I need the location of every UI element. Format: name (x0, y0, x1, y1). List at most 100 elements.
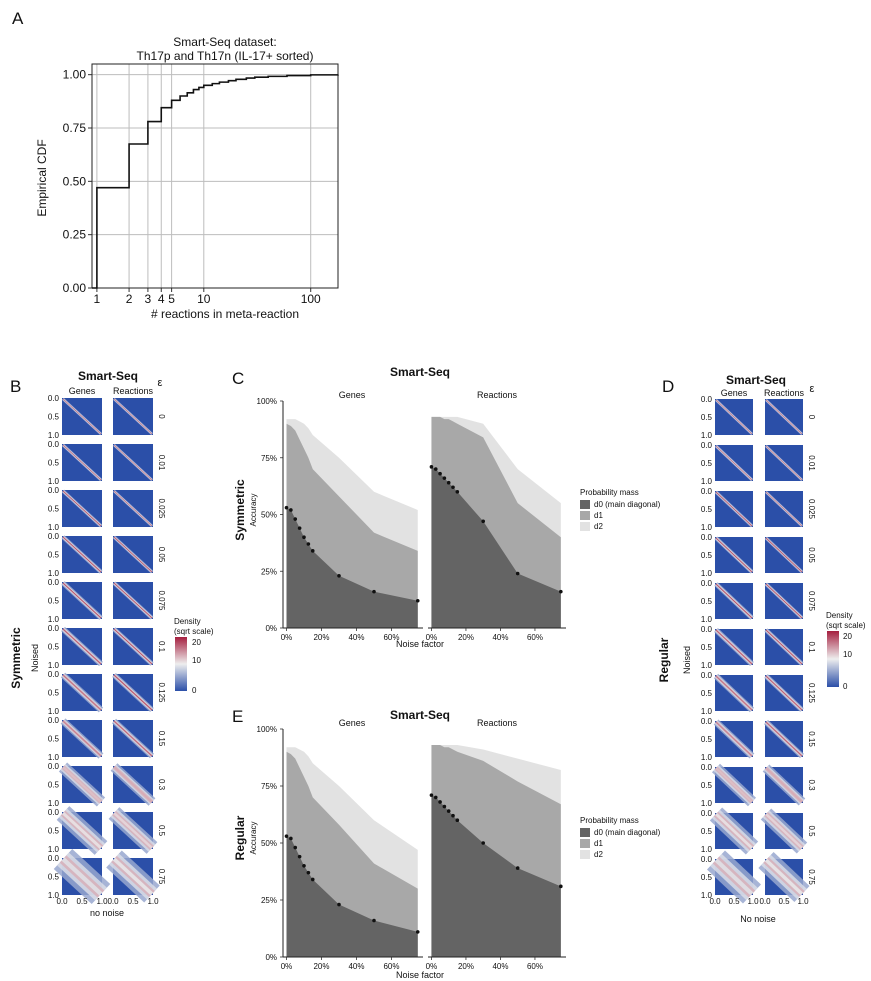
panel-a-y-tick-label: 0.75 (63, 121, 87, 135)
accuracy-point-d0 (289, 836, 293, 841)
heatmap-diagonal-band (765, 583, 803, 619)
panel-b-col-genes: Genes (69, 386, 96, 396)
legend-density-b-tick-0: 0 (192, 686, 197, 695)
legend-prob-e-label-d1: d1 (594, 839, 603, 848)
heatmap-tile-reactions (112, 627, 154, 666)
heatmap-row (714, 627, 804, 667)
panel-e-row-label: Regular (233, 815, 247, 860)
heatmap-tile-genes (61, 443, 103, 482)
heatmap-diagonal-band (765, 399, 803, 435)
accuracy-point-d0 (481, 841, 486, 845)
heatmap-epsilon-label: 0.025 (157, 498, 166, 519)
accuracy-x-tick-label: 20% (313, 962, 329, 971)
heatmap-y-tick-label: 0.0 (48, 716, 60, 725)
heatmap-row (714, 536, 804, 574)
heatmap-diagonal-band (62, 536, 102, 573)
panel-d-col-genes: Genes (721, 388, 748, 398)
panel-a-x-tick-label: 4 (158, 292, 165, 306)
heatmap-row (713, 719, 804, 759)
heatmap-epsilon-label: 0.5 (807, 825, 816, 837)
heatmap-y-tick-label: 1.0 (48, 845, 60, 854)
heatmap-epsilon-label: 0.1 (807, 641, 816, 653)
heatmap-diagonal-band (62, 444, 102, 481)
heatmap-tile-genes (709, 807, 759, 855)
panel-b-tiles: 0.0 0.5 1.0 0 0.0 0.5 1.0 0.01 0.0 0.5 1.0 0.025 0.0… (48, 394, 166, 906)
accuracy-x-tick-label: 40% (492, 633, 508, 642)
heatmap-diagonal-band (765, 721, 803, 757)
accuracy-y-tick-label: 100% (257, 725, 277, 734)
accuracy-point-d0 (451, 485, 455, 490)
heatmap-row (713, 673, 804, 713)
heatmap-row (61, 626, 154, 667)
heatmap-tile-reactions (113, 444, 153, 481)
heatmap-y-tick-label: 1.0 (48, 523, 60, 532)
heatmap-row (61, 535, 154, 574)
heatmap-x-tick-label: 0.0 (759, 897, 771, 906)
heatmap-tile-reactions (758, 851, 810, 903)
accuracy-x-tick-label: 60% (383, 633, 399, 642)
panel-a-x-tick-label: 1 (94, 292, 101, 306)
accuracy-area-d0 (286, 507, 418, 628)
heatmap-epsilon-label: 0.5 (157, 825, 166, 837)
heatmap-tile-reactions (764, 674, 804, 712)
heatmap-diagonal-band (113, 398, 153, 435)
heatmap-row (60, 672, 154, 713)
legend-prob-c-swatch-d0 (580, 500, 590, 509)
heatmap-row (60, 718, 155, 759)
heatmap-tile-reactions (760, 808, 808, 854)
panel-e-accuracy-chart: Smart-Seq Genes Reactions Regular Accura… (233, 708, 566, 980)
heatmap-y-tick-label: 0.5 (701, 781, 713, 790)
heatmap-tile-reactions (764, 628, 804, 666)
accuracy-point-d0 (306, 542, 311, 546)
heatmap-tile-genes (714, 536, 754, 574)
heatmap-y-tick-label: 0.5 (701, 735, 713, 744)
heatmap-row (61, 581, 154, 620)
heatmap-tile-genes (62, 397, 102, 436)
heatmap-y-tick-label: 1.0 (701, 707, 713, 716)
heatmap-tile-genes (711, 763, 757, 807)
heatmap-row (56, 806, 158, 855)
heatmap-diagonal-band (765, 675, 803, 711)
heatmap-y-tick-label: 0.5 (48, 459, 60, 468)
accuracy-area-d0 (286, 836, 418, 957)
accuracy-point-d0 (297, 854, 302, 859)
heatmap-x-tick-label: 1.0 (96, 897, 108, 906)
heatmap-y-tick-label: 0.0 (48, 854, 60, 863)
panel-b-ylabel: Noised (30, 644, 40, 672)
heatmap-diagonal-band (113, 490, 153, 527)
heatmap-epsilon-label: 0.075 (807, 591, 816, 612)
heatmap-epsilon-label: 0.15 (157, 731, 166, 747)
accuracy-x-tick-label: 60% (383, 962, 399, 971)
legend-prob-e: Probability mass d0 (main diagonal) d1 d… (580, 816, 661, 859)
heatmap-diagonal-band (715, 675, 753, 711)
heatmap-y-tick-label: 0.0 (48, 532, 60, 541)
accuracy-point-d0 (337, 573, 341, 578)
heatmap-tile-genes (714, 490, 754, 528)
heatmap-diagonal-band (113, 812, 153, 849)
heatmap-y-tick-label: 0.5 (701, 597, 713, 606)
panel-a-title-line2: Th17p and Th17n (IL-17+ sorted) (137, 49, 314, 63)
accuracy-point-d0 (284, 505, 289, 510)
heatmap-epsilon-label: 0.75 (807, 869, 816, 885)
accuracy-point-d0 (559, 884, 563, 889)
heatmap-y-tick-label: 0.0 (48, 624, 60, 633)
panel-b-epsilon-header: ε (158, 377, 163, 389)
heatmap-tile-genes (715, 398, 753, 436)
heatmap-diagonal-band (62, 720, 102, 757)
accuracy-x-tick-label: 0% (426, 633, 438, 642)
heatmap-diagonal-band (765, 537, 803, 573)
heatmap-y-tick-label: 0.5 (48, 597, 60, 606)
heatmap-tile-genes (61, 626, 103, 667)
legend-density-d-tick-0: 0 (843, 682, 848, 691)
panel-e-xlabel: Noise factor (396, 970, 444, 980)
legend-prob-c-label-d1: d1 (594, 511, 603, 520)
heatmap-tile-reactions (762, 764, 806, 806)
heatmap-tile-genes (61, 581, 103, 620)
heatmap-y-tick-label: 0.0 (48, 762, 60, 771)
heatmap-y-tick-label: 1.0 (701, 569, 713, 578)
panel-c-ylabel: Accuracy (249, 494, 258, 527)
accuracy-x-tick-label: 60% (527, 633, 543, 642)
heatmap-x-tick-label: 0.0 (107, 897, 119, 906)
heatmap-epsilon-label: 0.01 (807, 455, 816, 471)
